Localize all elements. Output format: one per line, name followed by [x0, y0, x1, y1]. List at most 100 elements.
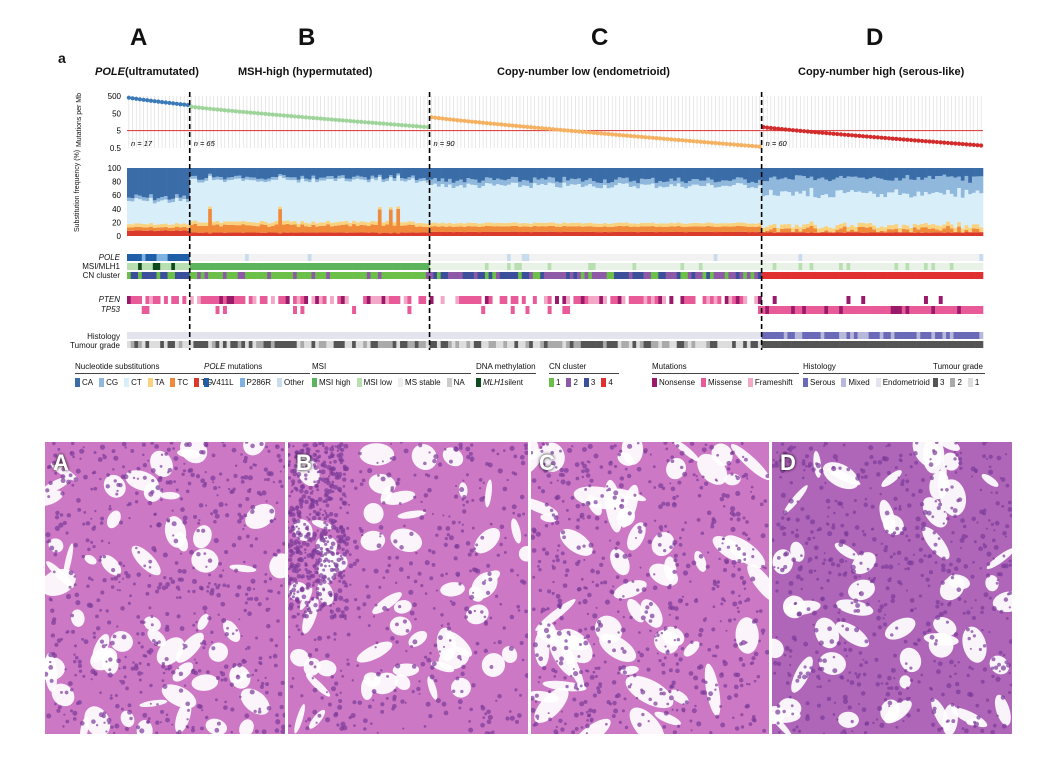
subst-bar-segment [754, 168, 759, 183]
pole-track-cell [820, 254, 825, 261]
subst-bar-segment [186, 230, 191, 236]
nucleus [224, 550, 229, 555]
subst-bar-segment [949, 193, 954, 225]
grade-track-cell [636, 341, 641, 348]
nucleus [304, 499, 309, 505]
legend-swatch [583, 378, 589, 387]
cn-track-cell [281, 272, 286, 279]
nucleus [342, 551, 347, 557]
subst-bar-segment [662, 168, 666, 183]
nucleus [288, 460, 292, 464]
subst-bar-segment [352, 232, 357, 236]
data-point [750, 143, 755, 149]
msi-track-cell [566, 263, 571, 270]
pole-track-cell [352, 254, 357, 261]
nucleus [462, 503, 466, 507]
data-point [599, 131, 604, 136]
nucleus [335, 551, 340, 556]
nucleus [379, 532, 382, 536]
subst-bar-segment [400, 222, 405, 226]
pole-track-cell [931, 254, 936, 261]
subst-bar-segment [307, 232, 312, 236]
subst-bar-segment [946, 168, 951, 177]
nucleus [357, 700, 363, 705]
legend-swatch [277, 378, 283, 387]
subst-bar-segment [285, 179, 290, 221]
subst-bar-segment [337, 221, 342, 226]
cn-track-cell [927, 272, 932, 279]
nucleus [413, 495, 417, 499]
data-point [672, 137, 678, 142]
subst-bar-segment [857, 222, 862, 227]
nucleus [208, 573, 212, 577]
nucleus [315, 558, 318, 561]
pten-track-cell [234, 296, 238, 304]
pole-track-cell [665, 254, 670, 261]
msi-track-cell [654, 263, 659, 270]
subst-bar-segment [252, 232, 257, 236]
cn-track-cell [252, 272, 257, 279]
nucleus [502, 626, 507, 630]
subst-bar-segment [654, 182, 659, 189]
nucleus [216, 721, 221, 726]
histology-track-cell [632, 332, 637, 339]
subst-bar-segment [695, 168, 700, 180]
pole-track-cell [949, 254, 954, 261]
msi-track-cell [547, 263, 552, 270]
subst-bar-segment [448, 168, 452, 179]
pten-track-cell [163, 296, 168, 304]
subst-bar-segment [149, 194, 154, 198]
nucleus [483, 615, 487, 619]
lumen-space [482, 570, 501, 585]
subst-bar-segment [625, 177, 630, 184]
grade-track-cell [864, 341, 869, 348]
nucleus [173, 456, 179, 462]
nucleus [213, 519, 217, 524]
cn-track-cell [964, 272, 969, 279]
pole-track-cell [595, 254, 600, 261]
subst-bar-segment [193, 220, 198, 224]
subst-bar-segment [396, 208, 401, 234]
nucleus [79, 457, 82, 460]
subst-bar-segment [315, 179, 320, 183]
grade-track-cell [499, 341, 504, 348]
subst-bar-segment [403, 168, 408, 179]
nucleus [118, 589, 122, 592]
pten-track-cell [222, 296, 227, 304]
legend-item-italic: MLH1 [483, 378, 505, 387]
subst-bar-segment [234, 168, 238, 176]
subst-bar-segment [816, 178, 821, 199]
nucleus [327, 559, 331, 563]
cn-track-cell [381, 272, 386, 279]
subst-bar-segment [256, 181, 261, 223]
subst-bar-segment [864, 168, 869, 180]
msi-track-cell [938, 263, 943, 270]
grade-track-cell [200, 341, 205, 348]
msi-track-cell [721, 263, 726, 270]
nucleus [202, 646, 206, 650]
subst-bar-segment [167, 224, 172, 228]
subst-bar-segment [927, 194, 932, 225]
nucleus [374, 603, 378, 607]
nucleus [225, 513, 230, 518]
nucleus [196, 528, 200, 533]
nucleus [232, 665, 235, 669]
subst-bar-segment [156, 198, 161, 202]
subst-bar-segment [304, 181, 309, 223]
subst-bar-segment [555, 232, 559, 236]
pole-track-cell [566, 254, 571, 261]
nucleus [316, 479, 321, 484]
msi-track-cell [392, 263, 397, 270]
subst-bar-segment [189, 176, 194, 179]
pole-track-cell [794, 254, 799, 261]
subst-bar-segment [901, 168, 906, 179]
nucleus [95, 614, 99, 619]
histology-track-cell [676, 332, 681, 339]
subst-bar-segment [470, 179, 475, 185]
data-point [927, 139, 932, 144]
msi-track-cell [256, 263, 261, 270]
nucleus [224, 503, 228, 506]
histology-track-cell [219, 332, 224, 339]
histology-track-cell [949, 332, 954, 339]
subst-bar-segment [226, 221, 231, 225]
